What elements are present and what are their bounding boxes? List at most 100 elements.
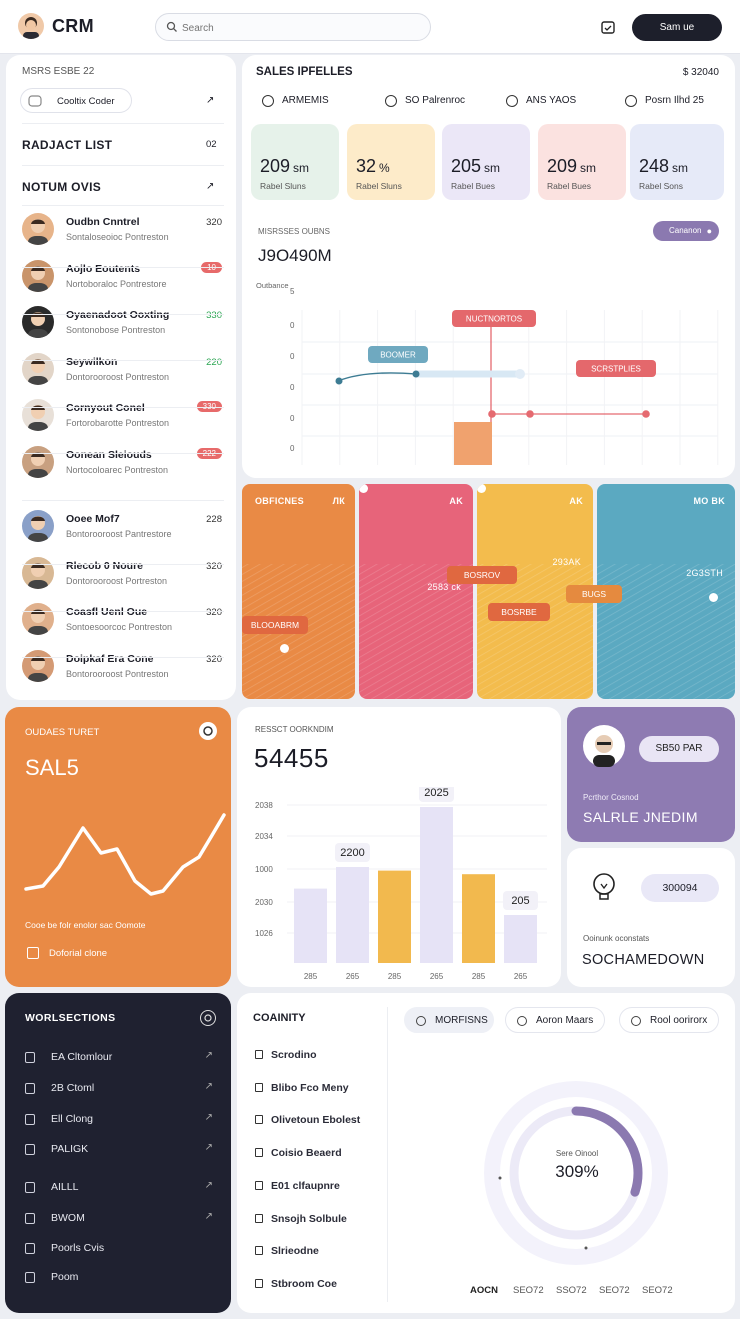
search-input[interactable] xyxy=(182,19,412,37)
divider xyxy=(22,360,224,361)
contact-avatar xyxy=(22,446,54,478)
kpi-label: Rabel Sons xyxy=(639,181,683,191)
category-block[interactable]: OBFICNES ЛК xyxy=(242,484,355,699)
contact-avatar xyxy=(22,603,54,635)
contact-row[interactable]: Oudbn Cnntrel Sontaloseoioc Pontreston 320 xyxy=(22,207,226,251)
user-avatar[interactable] xyxy=(18,13,44,39)
section-item-label: Poorls Cvis xyxy=(51,1242,105,1254)
section-item[interactable]: PALIGK ↗ xyxy=(25,1141,215,1161)
contact-row[interactable]: Ooee Mof7 Bontorooroost Pantrestore 228 xyxy=(22,504,226,548)
block-title: OBFICNES xyxy=(255,496,304,506)
data-point xyxy=(412,370,420,378)
community-item-label: Blibo Fco Meny xyxy=(271,1081,349,1094)
bar xyxy=(294,888,327,963)
section-item[interactable]: BWOM ↗ xyxy=(25,1210,215,1230)
settings-icon[interactable] xyxy=(199,722,217,740)
arrow-icon: ↗ xyxy=(204,1180,213,1191)
chart-tag-label: BOOMER xyxy=(380,351,416,360)
contact-role: Nortoboraloc Pontrestore xyxy=(66,279,167,289)
community-pill[interactable]: Rool oorirorx xyxy=(619,1007,719,1033)
category-block[interactable]: AK 2583 ck xyxy=(359,484,473,699)
section-item[interactable]: AILLL ↗ xyxy=(25,1179,215,1199)
x-tick-label: SSO72 xyxy=(556,1285,587,1296)
kpi-tile[interactable]: 205 sm Rabel Bues xyxy=(442,124,530,200)
trend-label: OUDAES TURET xyxy=(25,727,100,738)
kpi-tile[interactable]: 209 sm Rabel Sluns xyxy=(251,124,339,200)
doc-icon xyxy=(255,1213,263,1223)
section-item[interactable]: Poom xyxy=(25,1269,215,1289)
contact-row[interactable]: Seywilkon Dontorooroost Pontreston 220 xyxy=(22,347,226,391)
section-item[interactable]: Ell Clong ↗ xyxy=(25,1111,215,1131)
insight-chip[interactable]: 300094 xyxy=(641,874,719,902)
kpi-tile[interactable]: 209 sm Rabel Bues xyxy=(538,124,626,200)
contact-row[interactable]: Doipkaf Era Cone Bontorooroost Pontreston… xyxy=(22,644,226,688)
profile-small-label: Pcrthor Cosnod xyxy=(583,793,639,802)
chart-toggle-button[interactable]: Cananon ● xyxy=(653,221,719,241)
chart-tag xyxy=(576,360,656,377)
tag-icon xyxy=(385,95,397,107)
doc-icon xyxy=(25,1272,35,1283)
search-box[interactable] xyxy=(155,13,431,41)
doc-icon xyxy=(255,1148,263,1158)
block-tag: BOSROV xyxy=(447,566,517,584)
y-tick-label: 1000 xyxy=(255,865,273,874)
filter-pill[interactable]: ARMEMIS xyxy=(252,88,365,114)
community-item[interactable]: Snsojh Solbule xyxy=(255,1213,347,1231)
profile-avatar[interactable] xyxy=(583,725,625,767)
contact-row[interactable]: Rlecob 0 Noure Dontorooroost Portreston 32… xyxy=(22,551,226,595)
header-action-button[interactable]: Sam ue xyxy=(632,14,722,41)
doc-icon xyxy=(25,1052,35,1063)
community-pill[interactable]: MORFISNS xyxy=(404,1007,494,1033)
filter-pill[interactable]: ANS YAOS xyxy=(496,88,603,114)
marker-dot xyxy=(280,644,289,653)
profile-chip[interactable]: SB50 PAR xyxy=(639,736,719,762)
section-item[interactable]: EA Cltomlour ↗ xyxy=(25,1049,215,1069)
arrow-icon[interactable]: ↗ xyxy=(206,181,215,192)
category-block[interactable]: MO BK 2G3STH xyxy=(597,484,735,699)
block-tag-right: AK xyxy=(449,496,463,506)
contact-row[interactable]: Oyaenadoot Ooxting Sontonobose Pontreston… xyxy=(22,300,226,344)
trend-footer[interactable]: Doforial clone xyxy=(49,948,108,959)
block-value: 2583 ck xyxy=(427,582,461,592)
filter-chip[interactable]: Cooltix Coder xyxy=(20,88,132,113)
settings-icon[interactable] xyxy=(200,1010,216,1026)
contact-avatar xyxy=(22,353,54,385)
kpi-tile[interactable]: 32% Rabel Sluns xyxy=(347,124,435,200)
section-item-label: AILLL xyxy=(51,1181,79,1193)
community-item[interactable]: E01 clfaupnre xyxy=(255,1180,340,1198)
section-item[interactable]: Poorls Cvis xyxy=(25,1240,215,1260)
calendar-icon[interactable] xyxy=(600,19,616,35)
contact-name: Seywilkon xyxy=(66,356,118,368)
contact-name: Ooee Mof7 xyxy=(66,513,120,525)
contact-role: Nortocoloarec Pontreston xyxy=(66,465,169,475)
bar xyxy=(504,915,537,963)
section-item[interactable]: 2B Ctoml ↗ xyxy=(25,1080,215,1100)
trend-caption: Cooe be folr enolor sac Oomote xyxy=(25,920,146,930)
contact-row[interactable]: Cornyout Conel Fortorobarotte Pontreston 3… xyxy=(22,393,226,437)
kpi-tile[interactable]: 248 sm Rabel Sons xyxy=(630,124,724,200)
arrow-icon: ↗ xyxy=(204,1112,213,1123)
divider xyxy=(22,500,224,501)
community-item[interactable]: Slrieodne xyxy=(255,1245,319,1263)
chart-total: J9O490M xyxy=(258,246,332,265)
community-pill[interactable]: Aoron Maars xyxy=(505,1007,605,1033)
bar xyxy=(378,870,411,963)
community-item-label: E01 clfaupnre xyxy=(271,1179,340,1192)
trend-value: SAL5 xyxy=(25,755,79,780)
kpi-label: Rabel Bues xyxy=(547,181,591,191)
arrow-icon[interactable]: ↗ xyxy=(206,95,215,106)
insight-card: 300094 Ooinunk oconstats SOCHAMEDOWN xyxy=(567,848,735,987)
contact-name: Oyaenadoot Ooxting xyxy=(66,309,170,321)
community-item[interactable]: Blibo Fco Meny xyxy=(255,1082,349,1100)
community-item[interactable]: Coisio Beaerd xyxy=(255,1147,342,1165)
community-item[interactable]: Scrodino xyxy=(255,1049,317,1067)
divider xyxy=(22,453,224,454)
community-item[interactable]: Olivetoun Ebolest xyxy=(255,1114,360,1132)
community-item[interactable]: Stbroom Coe xyxy=(255,1278,337,1296)
contact-row[interactable]: Coasfl Uenl Oue Sontoesoorcoc Pontreston 3… xyxy=(22,597,226,641)
filter-pill[interactable]: SO Palrenroc xyxy=(375,88,485,114)
filter-pill[interactable]: Posrn Ilhd 25 xyxy=(615,88,722,114)
doc-icon xyxy=(25,1182,35,1193)
